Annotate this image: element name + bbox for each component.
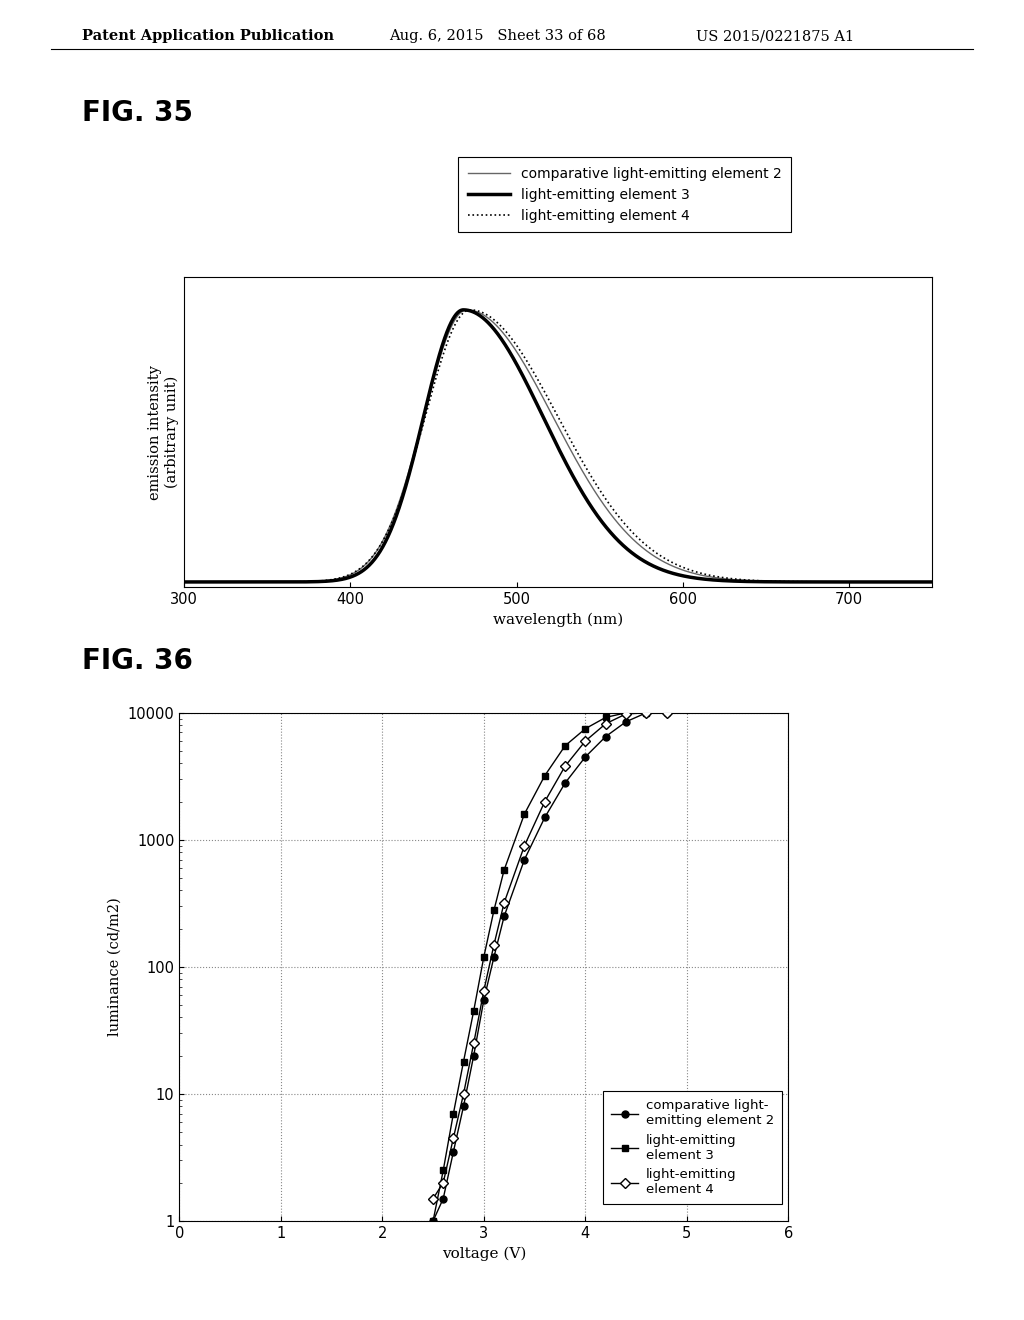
X-axis label: voltage (V): voltage (V) (441, 1246, 526, 1261)
Text: Patent Application Publication: Patent Application Publication (82, 29, 334, 44)
Text: FIG. 35: FIG. 35 (82, 99, 193, 127)
Text: FIG. 36: FIG. 36 (82, 647, 193, 675)
Text: US 2015/0221875 A1: US 2015/0221875 A1 (696, 29, 854, 44)
Legend: comparative light-
emitting element 2, light-emitting
element 3, light-emitting
: comparative light- emitting element 2, l… (603, 1092, 782, 1204)
X-axis label: wavelength (nm): wavelength (nm) (493, 612, 624, 627)
Legend: comparative light-emitting element 2, light-emitting element 3, light-emitting e: comparative light-emitting element 2, li… (458, 157, 792, 232)
Text: Aug. 6, 2015   Sheet 33 of 68: Aug. 6, 2015 Sheet 33 of 68 (389, 29, 606, 44)
Y-axis label: luminance (cd/m2): luminance (cd/m2) (109, 898, 122, 1036)
Y-axis label: emission intensity
(arbitrary unit): emission intensity (arbitrary unit) (148, 364, 179, 500)
